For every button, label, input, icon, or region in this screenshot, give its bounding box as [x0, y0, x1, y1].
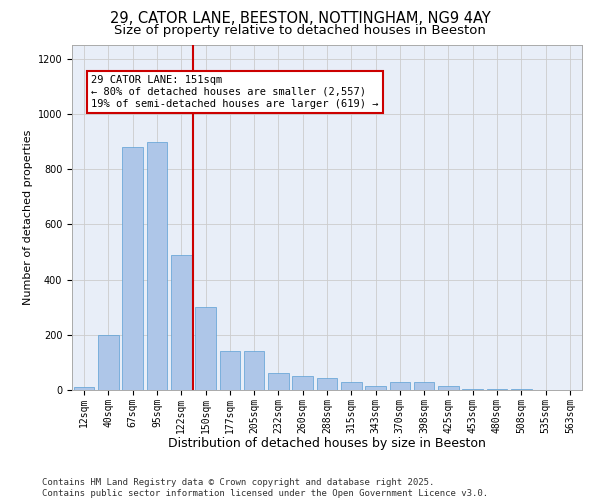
Bar [244, 352, 265, 390]
Y-axis label: Number of detached properties: Number of detached properties [23, 130, 34, 305]
Bar [98, 335, 119, 390]
Bar [365, 386, 386, 390]
Bar [220, 352, 240, 390]
Bar [171, 255, 191, 390]
Text: Size of property relative to detached houses in Beeston: Size of property relative to detached ho… [114, 24, 486, 37]
Bar [389, 382, 410, 390]
Bar [438, 386, 459, 390]
Bar [341, 382, 362, 390]
Bar [292, 376, 313, 390]
Text: Contains HM Land Registry data © Crown copyright and database right 2025.
Contai: Contains HM Land Registry data © Crown c… [42, 478, 488, 498]
Bar [195, 307, 216, 390]
Bar [146, 142, 167, 390]
Bar [122, 147, 143, 390]
Bar [511, 388, 532, 390]
Bar [74, 387, 94, 390]
Bar [317, 378, 337, 390]
X-axis label: Distribution of detached houses by size in Beeston: Distribution of detached houses by size … [168, 437, 486, 450]
Text: 29, CATOR LANE, BEESTON, NOTTINGHAM, NG9 4AY: 29, CATOR LANE, BEESTON, NOTTINGHAM, NG9… [110, 11, 490, 26]
Text: 29 CATOR LANE: 151sqm
← 80% of detached houses are smaller (2,557)
19% of semi-d: 29 CATOR LANE: 151sqm ← 80% of detached … [91, 76, 379, 108]
Bar [268, 374, 289, 390]
Bar [414, 382, 434, 390]
Bar [463, 388, 483, 390]
